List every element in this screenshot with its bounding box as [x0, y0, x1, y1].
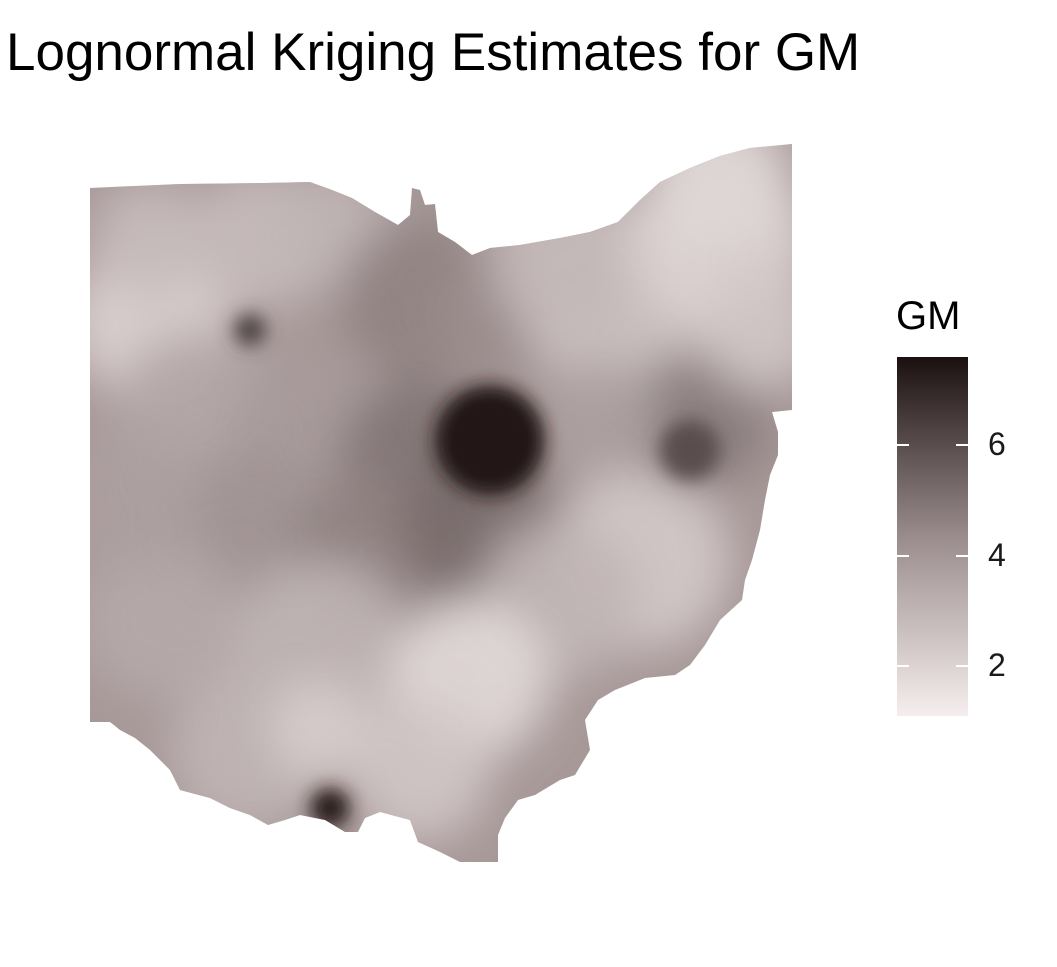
legend-tick-mark — [956, 665, 968, 668]
field-area — [650, 144, 790, 250]
field-area — [700, 270, 792, 390]
field-area — [540, 360, 660, 480]
legend-tick-mark — [897, 665, 909, 668]
field-area — [90, 430, 200, 570]
legend-tick-mark — [897, 554, 909, 557]
field-area — [490, 190, 630, 330]
chart-title: Lognormal Kriging Estimates for GM — [6, 23, 861, 82]
hotspot — [310, 788, 350, 828]
legend-tick-label: 2 — [988, 647, 1006, 684]
hotspot — [234, 314, 266, 346]
legend-title: GM — [896, 294, 961, 338]
legend-tick-mark — [897, 444, 909, 447]
legend-tick-label: 6 — [988, 426, 1006, 463]
hotspot — [435, 385, 545, 495]
field-area — [350, 700, 490, 840]
field-area — [90, 540, 240, 700]
field-area — [90, 180, 210, 300]
colorbar — [897, 357, 968, 716]
legend-tick-mark — [956, 554, 968, 557]
legend-tick-mark — [956, 444, 968, 447]
hotspot — [660, 420, 720, 480]
legend-tick-label: 4 — [988, 536, 1006, 573]
field-area — [270, 680, 370, 780]
